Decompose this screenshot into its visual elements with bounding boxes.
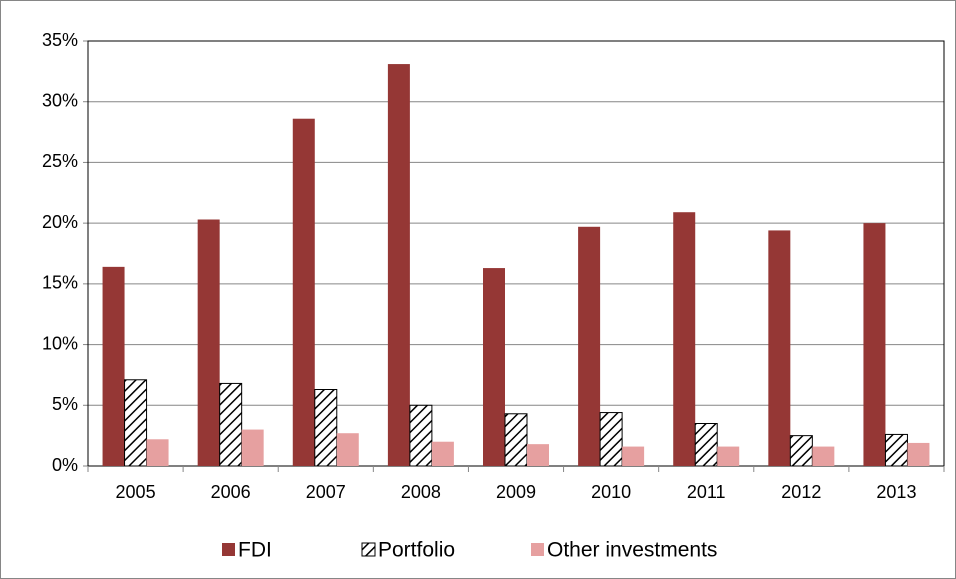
bar: [483, 268, 505, 466]
bar: [768, 230, 791, 466]
bar: [812, 446, 835, 466]
bar: [197, 219, 220, 466]
bar: [789, 435, 813, 467]
y-tick-label: 5%: [52, 394, 78, 414]
legend-label: FDI: [238, 539, 272, 562]
bar: [124, 379, 148, 467]
bar: [336, 433, 359, 466]
y-tick-label: 15%: [42, 273, 78, 293]
x-tick-label: 2007: [306, 482, 346, 502]
x-tick-label: 2005: [116, 482, 156, 502]
legend-swatch: [361, 542, 376, 557]
y-tick-label: 35%: [42, 30, 78, 50]
x-tick-label: 2011: [687, 482, 726, 502]
bar: [241, 429, 264, 466]
legend-label: Other investments: [547, 539, 717, 562]
x-tick-label: 2013: [876, 482, 916, 502]
y-tick-label: 30%: [42, 90, 78, 110]
bar: [219, 382, 243, 467]
bar: [102, 266, 125, 466]
y-tick-label: 0%: [52, 455, 78, 475]
x-tick-label: 2010: [591, 482, 631, 502]
bar: [694, 423, 718, 467]
bar: [146, 439, 169, 466]
legend-swatch: [222, 543, 235, 556]
x-tick-label: 2008: [401, 482, 441, 502]
x-tick-label: 2012: [781, 482, 821, 502]
bar: [907, 442, 930, 466]
bar: [292, 118, 315, 466]
y-tick-label: 20%: [42, 212, 78, 232]
bar: [863, 223, 886, 466]
bar: [504, 413, 528, 467]
bar: [578, 226, 601, 466]
legend-label: Portfolio: [378, 539, 455, 562]
y-tick-label: 10%: [42, 333, 78, 353]
x-tick-label: 2006: [211, 482, 251, 502]
bar: [314, 389, 338, 467]
bar: [409, 404, 433, 467]
legend: FDI Portfolio Other investments: [222, 539, 717, 562]
legend-swatch: [531, 543, 544, 556]
y-tick-label: 25%: [42, 151, 78, 171]
bar: [387, 64, 410, 467]
bar: [431, 441, 454, 466]
bar: [884, 433, 908, 467]
bar: [622, 446, 645, 466]
bar: [527, 444, 549, 466]
bar: [599, 412, 623, 467]
x-tick-label: 2009: [496, 482, 536, 502]
bar: [673, 212, 696, 466]
bar: [717, 446, 740, 466]
